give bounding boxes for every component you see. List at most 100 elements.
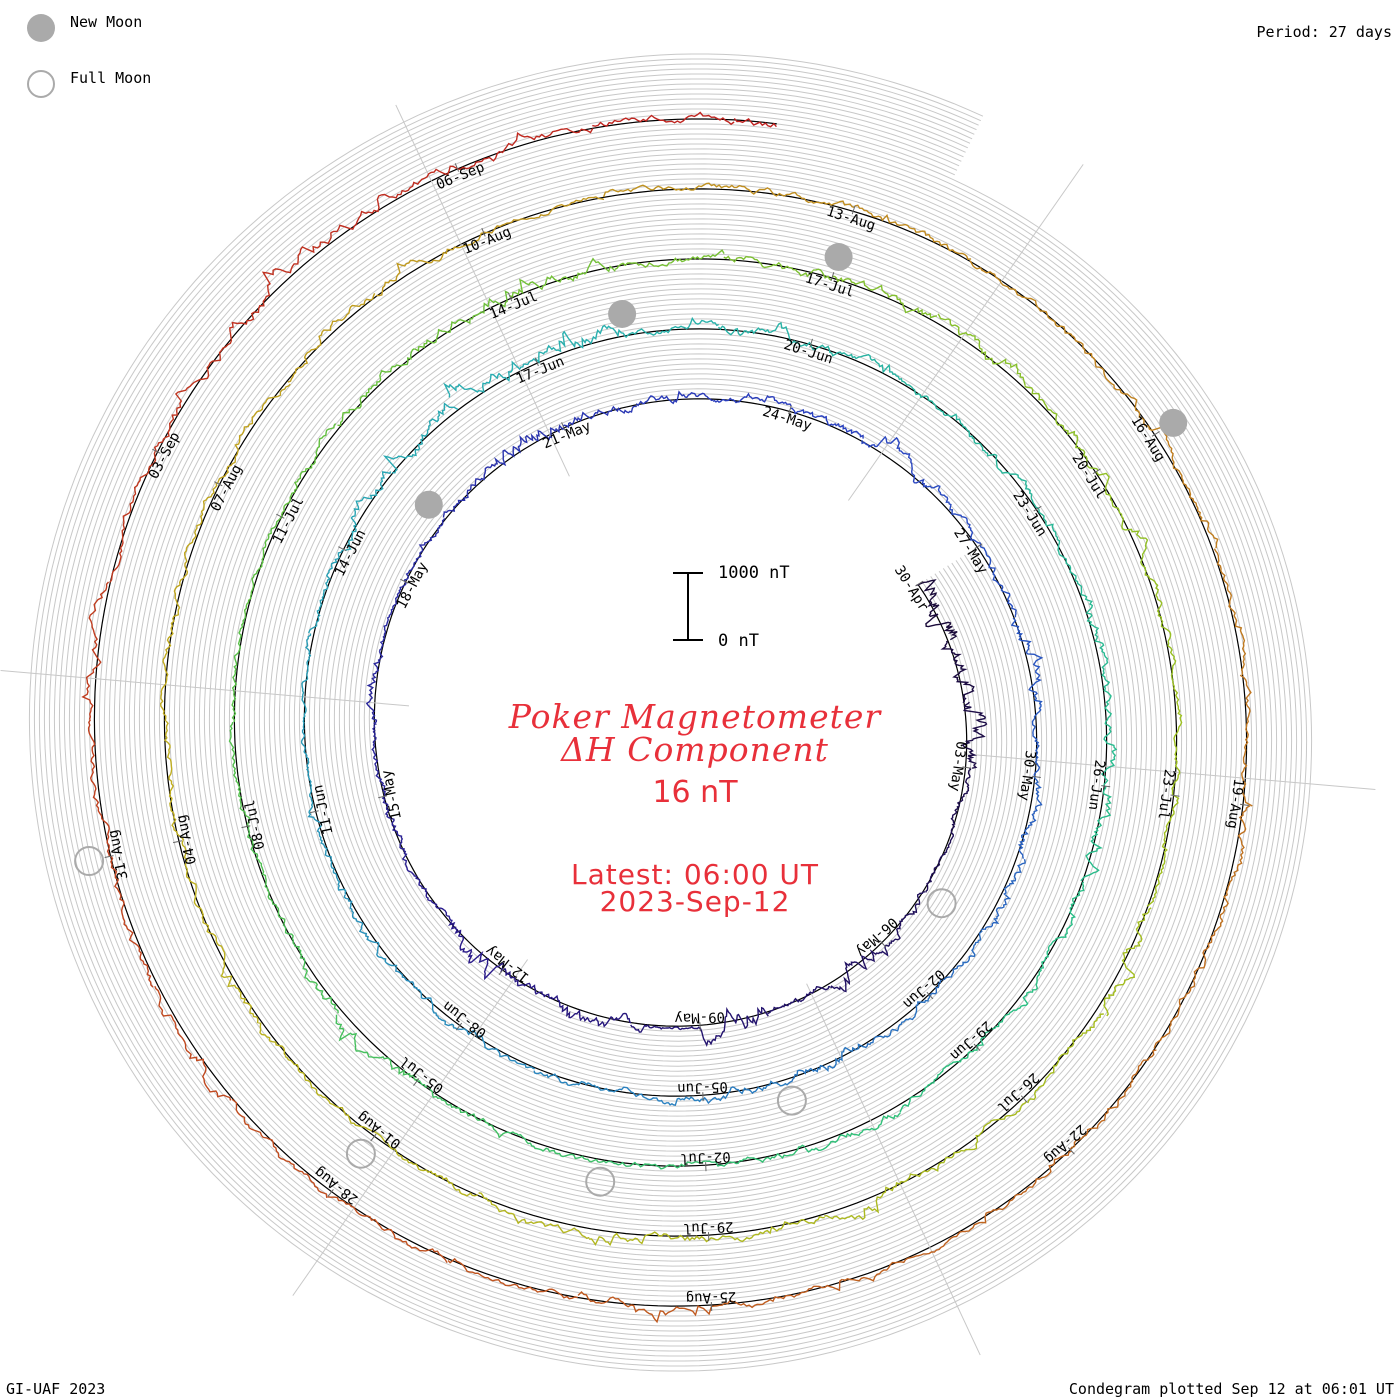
- date-tick: [338, 546, 347, 552]
- trace-segment: [617, 1086, 704, 1107]
- trace-segment: [1100, 688, 1118, 787]
- footer-credit: GI-UAF 2023: [6, 1380, 106, 1398]
- trace-segment: [884, 891, 926, 947]
- trace-segment: [307, 812, 347, 895]
- date-tick: [1170, 794, 1180, 797]
- trace-segment: [164, 720, 185, 841]
- trace-segment: [1010, 617, 1044, 697]
- latest-time: Latest: 06:00 UT: [570, 858, 820, 891]
- trace-segment: [786, 1043, 865, 1085]
- latest-date: 2023-Sep-12: [599, 885, 791, 918]
- trace-segment: [1024, 385, 1099, 471]
- date-tick: [974, 543, 983, 550]
- trace-segment: [723, 255, 832, 281]
- trace-segment: [414, 290, 509, 352]
- trace-segment: [416, 1080, 507, 1139]
- trace-segment: [824, 1167, 932, 1221]
- trace-segment: [300, 723, 314, 814]
- trace-segment: [1017, 776, 1043, 859]
- grid-spiral: [43, 68, 1298, 1357]
- trace-segment: [1080, 786, 1112, 882]
- trace-segment: [395, 966, 458, 1030]
- trace-segment: [345, 471, 392, 551]
- date-tick: [830, 272, 835, 281]
- trace-segment: [231, 1098, 328, 1198]
- trace-segment: [280, 423, 337, 518]
- date-label: 26-Jun: [1085, 759, 1108, 811]
- trace-segment: [1146, 794, 1180, 907]
- date-label: 19-Aug: [1224, 778, 1247, 830]
- radial-line: [966, 753, 1376, 790]
- date-tick: [454, 163, 460, 172]
- date-tick: [1092, 468, 1101, 475]
- trace-segment: [940, 640, 975, 704]
- new-moon-marker: [1159, 408, 1188, 437]
- trace-segment: [153, 332, 233, 452]
- radial-line: [0, 670, 410, 707]
- period-label: Period: 27 days: [1256, 23, 1392, 41]
- trace-segment: [711, 1278, 843, 1309]
- trace-segment: [337, 348, 415, 426]
- trace-segment: [1103, 907, 1152, 1017]
- trace-segment: [181, 840, 226, 954]
- trace-segment: [284, 1055, 378, 1134]
- trace-segment: [577, 1290, 713, 1324]
- chart-subtitle: ΔH Component: [561, 730, 829, 769]
- trace-segment: [335, 1014, 419, 1081]
- trace-segment: [159, 598, 181, 722]
- trace-segment: [602, 182, 730, 198]
- footer-plotted-time: Condegram plotted Sep 12 at 06:01 UT: [1068, 1380, 1394, 1398]
- date-tick: [400, 578, 409, 584]
- grid-spiral: [73, 98, 1268, 1327]
- trace-segment: [950, 767, 972, 832]
- trace-segment: [109, 450, 157, 583]
- trace-segment: [925, 831, 955, 893]
- trace-segment: [717, 321, 812, 348]
- scale-bottom-label: 0 nT: [718, 631, 759, 651]
- trace-segment: [972, 437, 1039, 509]
- trace-segment: [502, 968, 564, 1008]
- trace-segment: [365, 650, 384, 726]
- trace-segment: [405, 865, 453, 922]
- date-tick: [962, 766, 972, 769]
- trace-segment: [287, 293, 376, 383]
- date-label: 29-Jul: [683, 1218, 734, 1236]
- trace-segment: [588, 1231, 710, 1247]
- new-moon-marker: [824, 243, 853, 271]
- trace-segment: [447, 1257, 578, 1300]
- date-label: 02-Jul: [680, 1148, 731, 1166]
- trace-segment: [1080, 594, 1111, 690]
- date-tick: [973, 1043, 981, 1051]
- trace-segment: [231, 616, 247, 723]
- date-label: 24-May: [760, 404, 813, 435]
- grid-spiral: [28, 53, 1313, 1372]
- trace-segment: [308, 548, 345, 634]
- trace-segment: [899, 1047, 978, 1113]
- full-moon-legend-icon: [27, 70, 55, 98]
- scale-top-label: 1000 nT: [718, 563, 790, 583]
- trace-segment: [930, 1100, 1027, 1172]
- grid-spiral: [78, 103, 1263, 1322]
- trace-segment: [1239, 674, 1253, 807]
- latest-value: 16 nT: [652, 775, 738, 810]
- trace-segment: [371, 724, 387, 797]
- trace-segment: [403, 518, 446, 582]
- date-tick: [370, 1133, 377, 1142]
- date-tick: [276, 513, 285, 519]
- trace-segment: [1037, 507, 1083, 595]
- trace-segment: [483, 196, 605, 234]
- trace-segment: [969, 260, 1074, 337]
- trace-segment: [832, 275, 938, 319]
- trace-segment: [376, 232, 484, 297]
- grid-spiral: [38, 63, 1303, 1362]
- full-moon-marker: [926, 888, 957, 919]
- full-moon-marker: [776, 1085, 807, 1116]
- date-tick: [1031, 775, 1041, 778]
- chart-title: Poker Magnetometer: [508, 697, 882, 736]
- trace-segment: [980, 859, 1026, 931]
- grid-spiral: [58, 83, 1283, 1342]
- date-label: 14-Jul: [487, 289, 540, 323]
- trace-segment: [457, 1027, 535, 1070]
- date-tick: [309, 810, 319, 814]
- date-label: 18-May: [394, 560, 432, 612]
